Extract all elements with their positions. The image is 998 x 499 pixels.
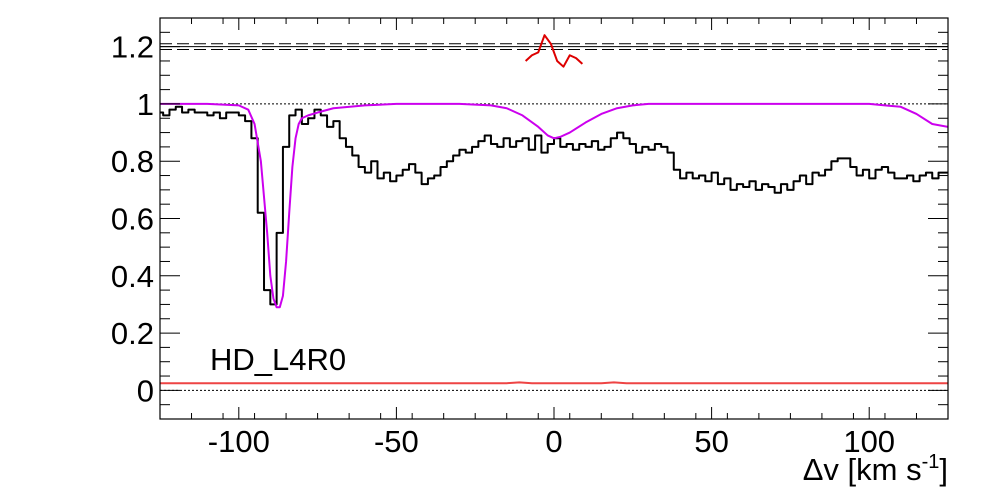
y-tick-label: 0 — [137, 373, 154, 408]
y-tick-label: 1 — [137, 87, 154, 122]
x-axis-label-close: ] — [939, 452, 948, 487]
x-axis-label: Δv [km s-1] — [803, 451, 948, 487]
y-tick-label: 0.6 — [111, 202, 154, 237]
y-tick-label: 0.4 — [111, 259, 154, 294]
reference-lines — [160, 43, 948, 391]
axis-ticks — [159, 17, 949, 420]
x-axis-label-main: Δv [km s — [803, 452, 922, 487]
x-tick-label: 50 — [694, 424, 728, 459]
x-axis-label-sup: -1 — [922, 451, 940, 473]
x-tick-label: -100 — [208, 424, 270, 459]
x-tick-label: 0 — [545, 424, 562, 459]
x-tick-label: -50 — [374, 424, 419, 459]
series-1-line — [160, 102, 948, 309]
y-tick-label: 1.2 — [111, 30, 154, 65]
series-2-line — [160, 381, 948, 385]
tick-labels: -100 -50 0 50 100 0 0.2 0.4 0.6 0.8 1 1.2 — [111, 30, 895, 459]
y-tick-label: 0.8 — [111, 144, 154, 179]
series-layer — [160, 34, 948, 385]
series-3-line — [524, 34, 584, 68]
series-annotation: HD_L4R0 — [210, 342, 346, 377]
y-tick-label: 0.2 — [111, 316, 154, 351]
x-tick-label: 100 — [843, 424, 895, 459]
series-0-line — [160, 105, 948, 306]
